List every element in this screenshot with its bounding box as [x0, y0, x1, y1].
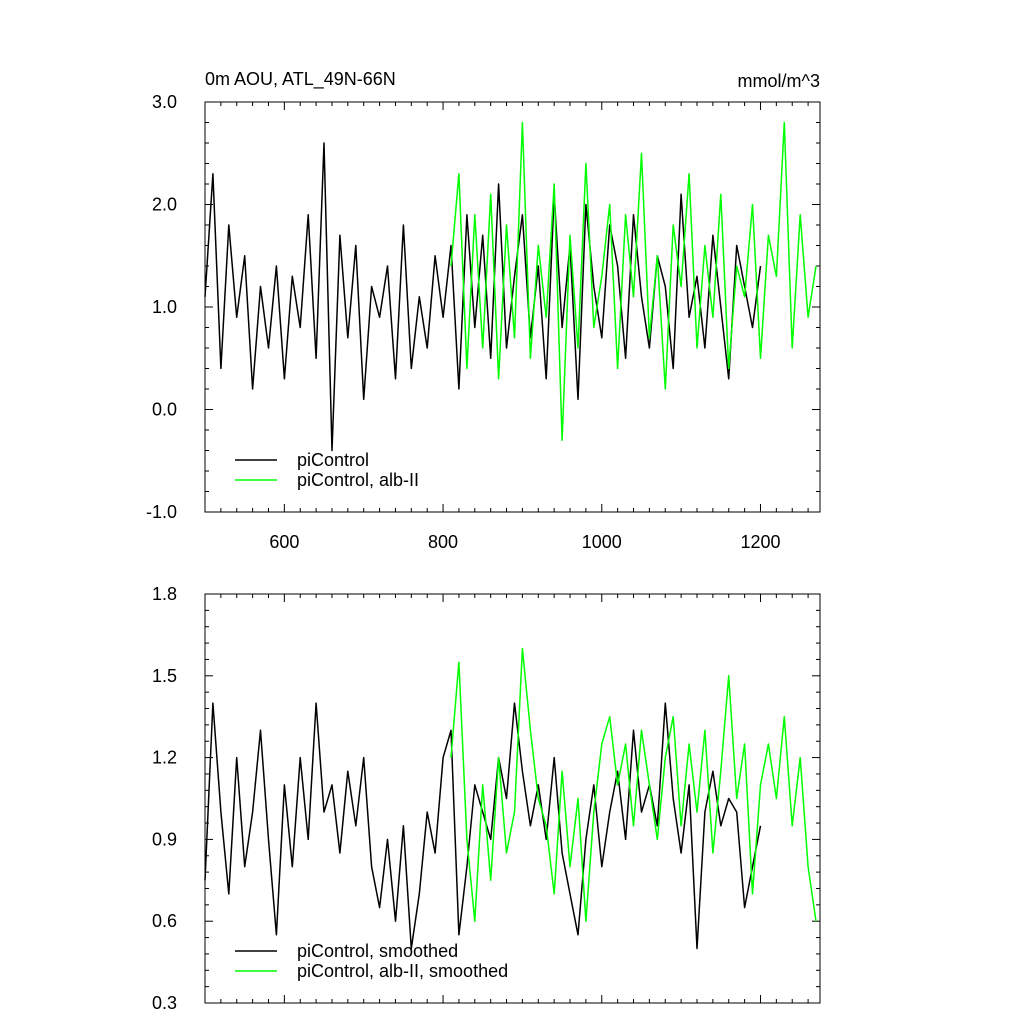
legend-label: piControl — [297, 450, 369, 470]
legend-label: piControl, alb-II — [297, 470, 419, 490]
series-line-control — [204, 142, 762, 452]
series-line-alb-ii — [450, 121, 817, 442]
y-tick-label: 3.0 — [152, 92, 177, 112]
x-tick-label: 600 — [269, 532, 299, 552]
units-label: mmol/m^3 — [738, 71, 820, 91]
top-panel: 0m AOU, ATL_49N-66N mmol/m^3 -1.0 0.0 1.0 2… — [146, 69, 821, 552]
y-tick-label: 0.3 — [152, 993, 177, 1013]
legend-label: piControl, alb-II, smoothed — [297, 961, 508, 981]
y-tick-label: 0.6 — [152, 911, 177, 931]
y-tick-label: 1.8 — [152, 584, 177, 604]
y-tick-label: -1.0 — [146, 502, 177, 522]
y-tick-label: 1.2 — [152, 748, 177, 768]
y-tick-label: 0.0 — [152, 400, 177, 420]
x-tick-label: 1000 — [582, 532, 622, 552]
y-tick-label: 2.0 — [152, 195, 177, 215]
series-line-control — [204, 702, 762, 950]
legend-label: piControl, smoothed — [297, 941, 458, 961]
chart-title: 0m AOU, ATL_49N-66N — [205, 69, 396, 90]
bottom-panel: 0.3 0.6 0.9 1.2 1.5 1.8 piControl, smoothedpiC… — [152, 584, 821, 1013]
plot-frame — [204, 593, 821, 1004]
x-tick-label: 1200 — [740, 532, 780, 552]
series-line-alb-ii — [450, 647, 817, 922]
x-tick-label: 800 — [428, 532, 458, 552]
y-tick-label: 1.5 — [152, 666, 177, 686]
y-tick-label: 1.0 — [152, 297, 177, 317]
y-tick-label: 0.9 — [152, 829, 177, 849]
